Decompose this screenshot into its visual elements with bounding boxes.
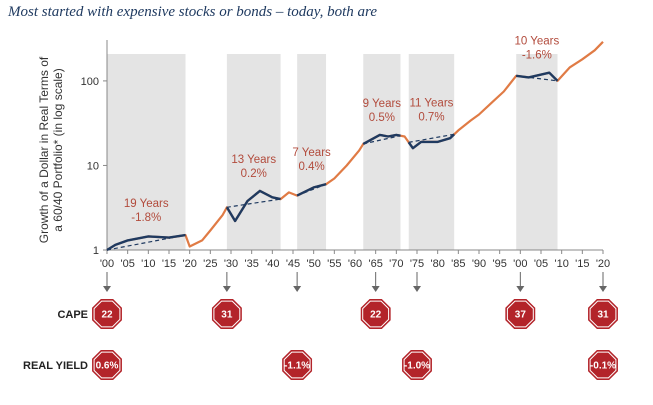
arrow-head-2 (293, 286, 302, 292)
real-yield-sign-border-1 (283, 351, 311, 379)
real-yield-sign-value-1: -1.1% (284, 361, 310, 372)
cape-sign-value-0: 22 (101, 310, 113, 321)
cape-sign-border-4 (589, 300, 617, 328)
flat-period-years-2: 7 Years (292, 147, 331, 159)
x-tick-label-1: '05 (120, 258, 134, 270)
cape-sign-border-0 (93, 300, 121, 328)
real-yield-row-label: REAL YIELD (23, 360, 88, 372)
cape-sign-value-3: 37 (515, 310, 527, 321)
x-tick-label-23: '15 (575, 258, 589, 270)
flat-period-line-3 (362, 133, 401, 145)
cape-sign-border-1 (213, 300, 241, 328)
x-tick-label-11: '55 (327, 258, 341, 270)
flat-period-line-4 (407, 133, 456, 150)
flat-period-years-3: 9 Years (363, 98, 402, 110)
flat-period-years-5: 10 Years (514, 36, 559, 48)
x-tick-label-22: '10 (554, 258, 568, 270)
flat-period-years-0: 19 Years (124, 198, 169, 210)
x-tick-label-17: '85 (451, 258, 465, 270)
flat-period-band-2 (297, 54, 327, 250)
x-tick-label-2: '10 (141, 258, 155, 270)
arrow-head-1 (222, 286, 231, 292)
arrow-head-3 (371, 286, 380, 292)
real-yield-sign-value-2: -1.0% (404, 361, 430, 372)
real-yield-sign-border-0 (93, 351, 121, 379)
flat-period-band-1 (226, 54, 281, 250)
cape-sign-0 (90, 297, 124, 331)
x-tick-label-19: '95 (492, 258, 506, 270)
flat-period-dash-3 (363, 135, 401, 145)
cape-sign-2 (359, 297, 393, 331)
x-tick-label-9: '45 (286, 258, 300, 270)
x-tick-label-4: '20 (182, 258, 196, 270)
cape-sign-border-3 (506, 300, 534, 328)
flat-period-band-3 (363, 54, 401, 250)
y-tick-label-2: 100 (81, 76, 99, 88)
x-tick-label-3: '15 (162, 258, 176, 270)
flat-period-return-3: 0.5% (369, 112, 395, 124)
arrow-head-4 (413, 286, 421, 292)
x-tick-label-21: '05 (534, 258, 548, 270)
x-tick-label-10: '50 (306, 258, 320, 270)
real-yield-sign-value-3: -0.1% (590, 361, 616, 372)
chart-title: Most started with expensive stocks or bo… (8, 4, 377, 20)
y-tick-label-1: 10 (87, 160, 99, 172)
flat-period-years-4: 11 Years (410, 97, 454, 109)
x-tick-label-14: '70 (389, 258, 403, 270)
flat-period-return-5: -1.6% (522, 50, 552, 62)
x-tick-label-13: '65 (368, 258, 382, 270)
cape-sign-4 (586, 297, 620, 331)
real-yield-sign-border-3 (589, 351, 617, 379)
x-tick-label-24: '20 (596, 258, 610, 270)
flat-period-dash-0 (106, 234, 186, 251)
real-yield-sign-value-0: 0.6% (96, 361, 119, 372)
flat-period-return-2: 0.4% (298, 161, 324, 173)
x-tick-label-7: '35 (244, 258, 258, 270)
cape-sign-1 (210, 297, 244, 331)
flat-period-line-5 (516, 71, 559, 82)
arrow-head-6 (599, 286, 607, 292)
flat-period-return-1: 0.2% (241, 168, 267, 180)
x-tick-label-12: '60 (348, 258, 362, 270)
cape-sign-border-2 (362, 300, 390, 328)
cape-sign-value-1: 31 (221, 310, 233, 321)
growth-line (106, 41, 604, 251)
real-yield-sign-3 (586, 348, 620, 382)
real-yield-sign-border-2 (403, 351, 431, 379)
arrow-head-5 (516, 286, 525, 292)
x-tick-label-6: '30 (224, 258, 238, 270)
flat-period-band-5 (516, 54, 558, 250)
real-yield-sign-0 (90, 348, 124, 382)
flat-period-dash-2 (296, 183, 327, 197)
cape-sign-value-4: 31 (597, 310, 609, 321)
real-yield-sign-2 (400, 348, 434, 382)
y-tick-label-0: 1 (93, 245, 99, 257)
flat-period-return-4: 0.7% (418, 111, 444, 123)
x-tick-label-16: '80 (430, 258, 444, 270)
flat-period-dash-1 (226, 198, 281, 208)
x-tick-label-8: '40 (265, 258, 279, 270)
flat-period-dash-4 (408, 133, 455, 143)
flat-period-band-4 (408, 54, 455, 250)
flat-period-line-1 (225, 189, 281, 223)
flat-period-band-0 (107, 54, 186, 250)
flat-period-return-0: -1.8% (131, 212, 161, 224)
x-tick-label-15: '75 (410, 258, 424, 270)
flat-period-years-1: 13 Years (231, 154, 276, 166)
y-axis-label: Growth of a Dollar in Real Terms ofa 60/… (37, 56, 65, 243)
real-yield-sign-1 (280, 348, 314, 382)
cape-sign-3 (503, 297, 537, 331)
arrow-head-0 (103, 286, 111, 292)
flat-period-line-2 (296, 183, 327, 197)
x-tick-label-18: '90 (472, 258, 486, 270)
x-tick-label-5: '25 (203, 258, 217, 270)
x-tick-label-20: '00 (513, 258, 527, 270)
cape-row-label: CAPE (57, 309, 88, 321)
cape-sign-value-2: 22 (370, 310, 382, 321)
x-tick-label-0: '00 (100, 258, 114, 270)
